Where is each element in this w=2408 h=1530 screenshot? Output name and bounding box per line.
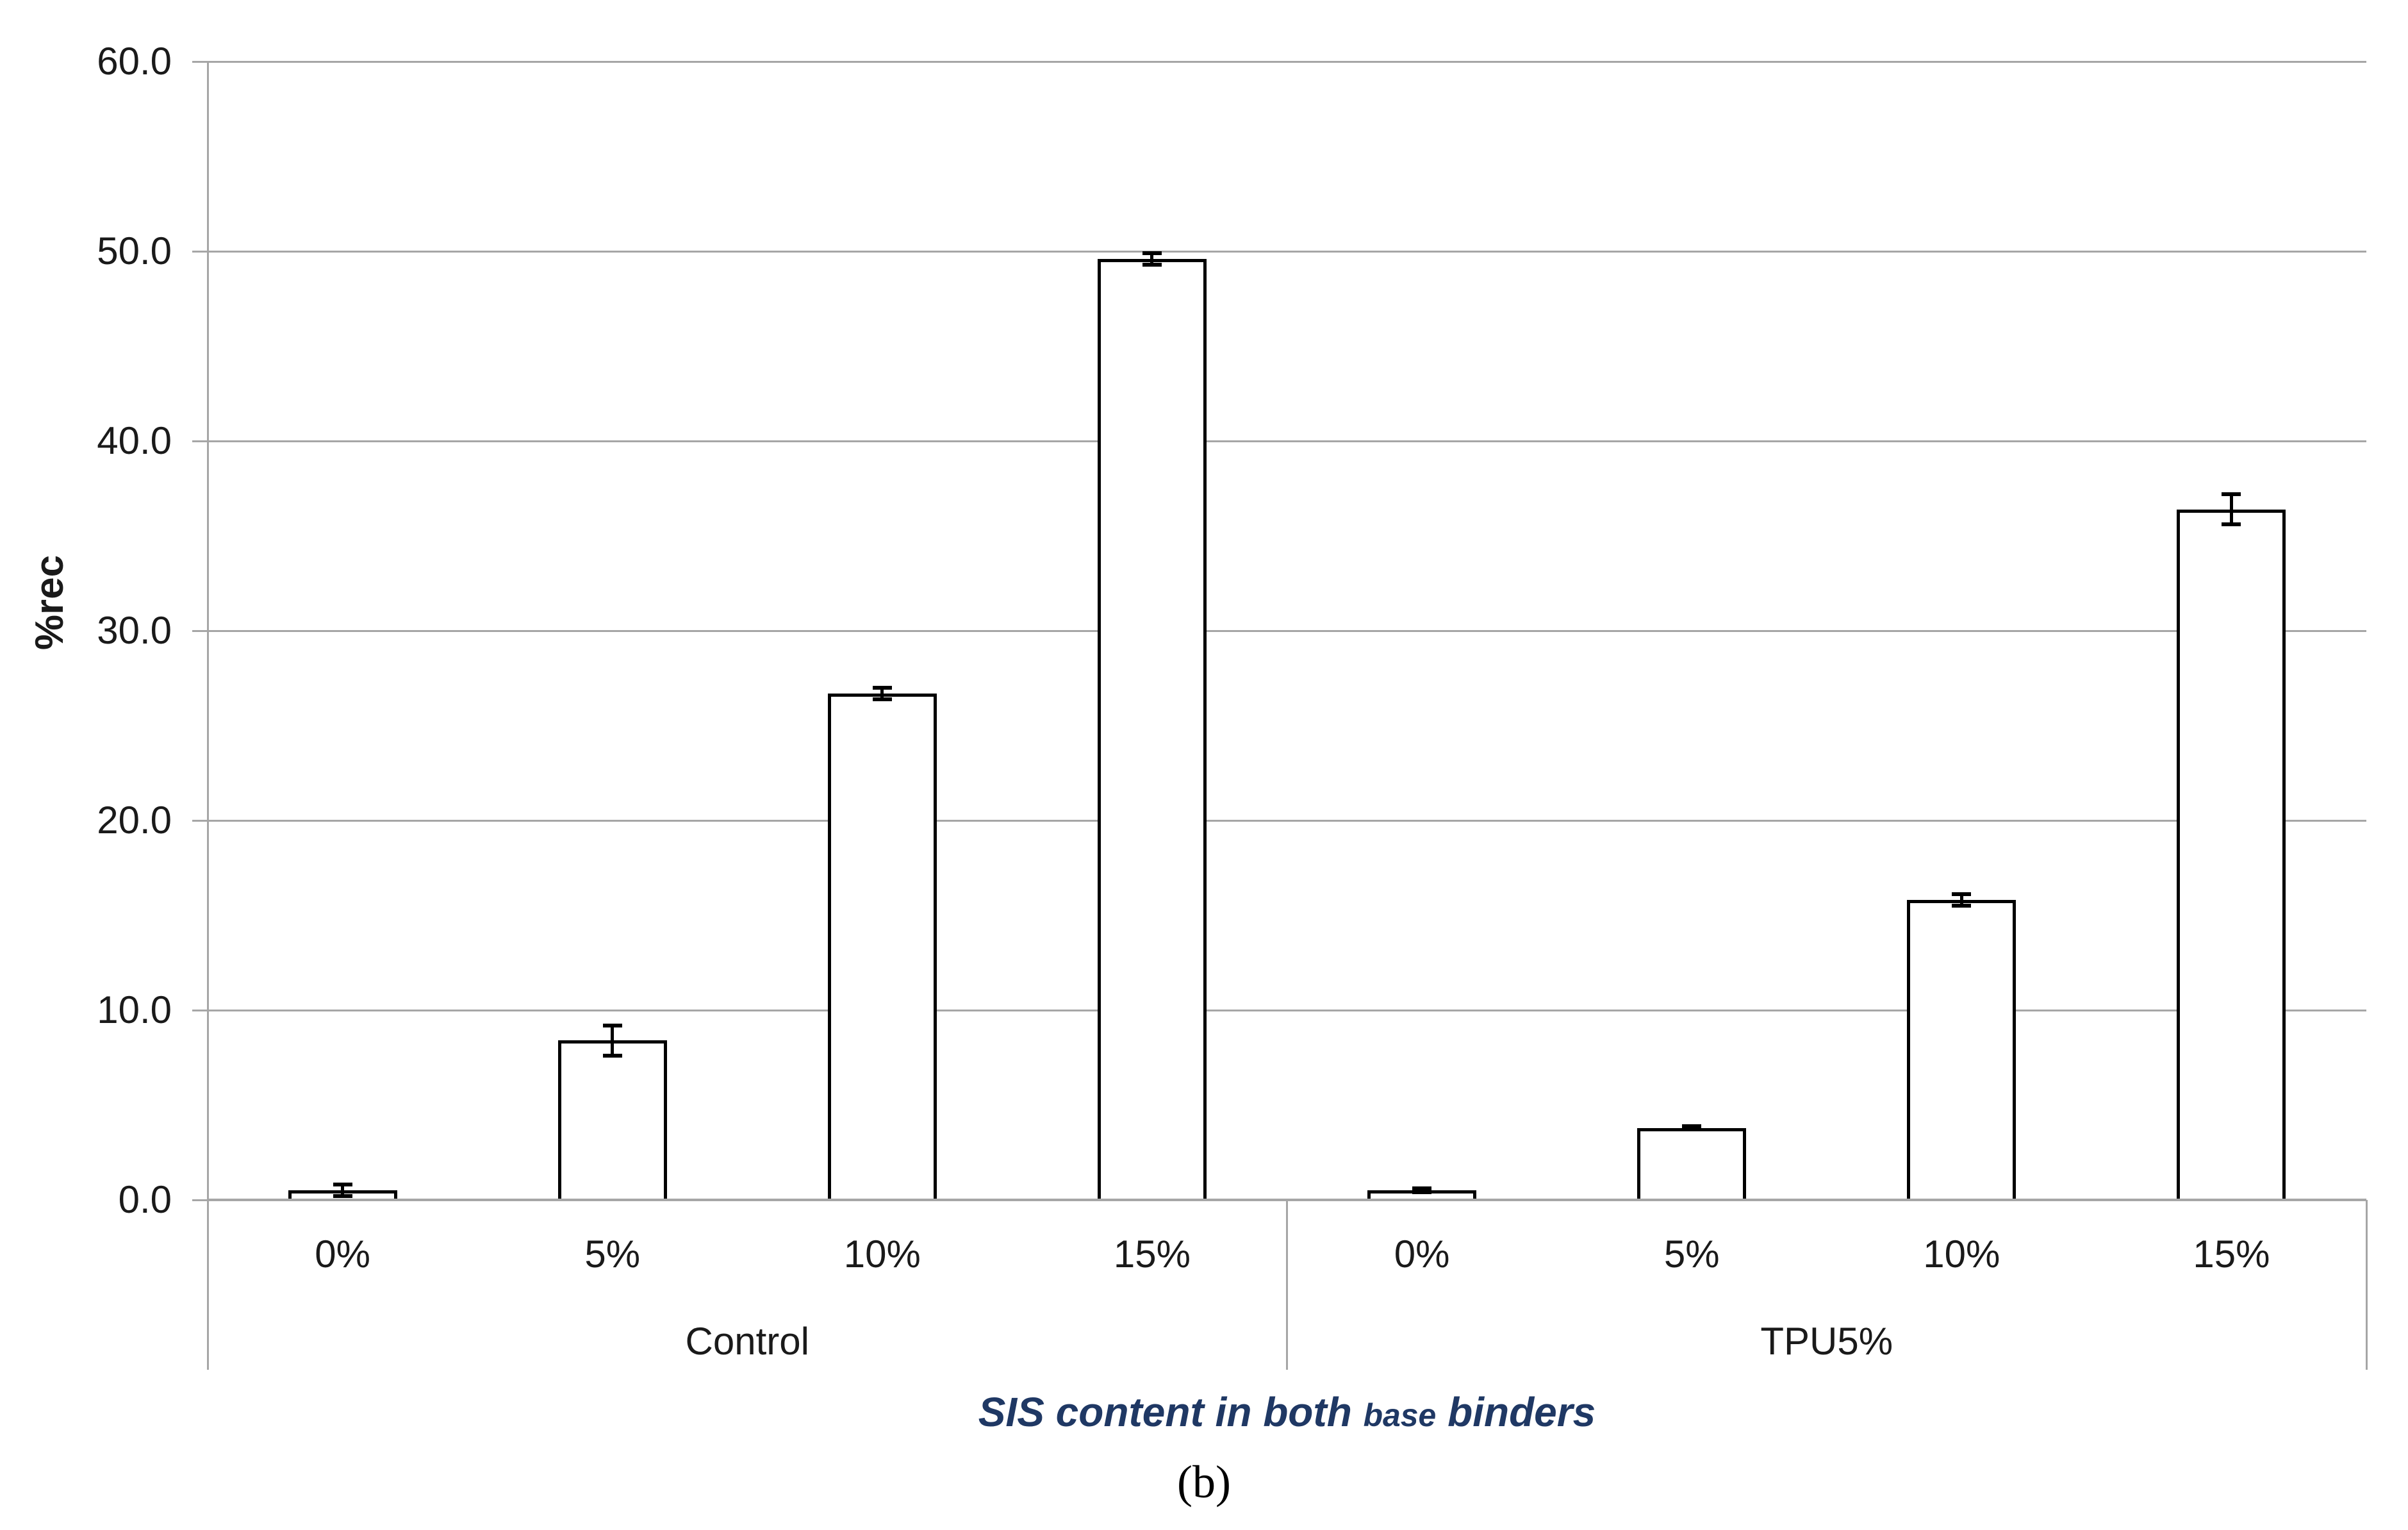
y-axis-tick: [192, 440, 208, 442]
x-axis-title-small-word: base: [1363, 1397, 1437, 1433]
error-bar: [880, 687, 884, 699]
y-axis-tick: [192, 1009, 208, 1011]
y-tick-label: 60.0: [97, 40, 172, 83]
gridline: [208, 1009, 2366, 1011]
gridline: [208, 440, 2366, 442]
error-bar-cap: [1412, 1186, 1432, 1191]
error-bar-cap: [333, 1194, 352, 1199]
category-label: 0%: [315, 1233, 370, 1276]
y-axis-title: %rec: [28, 554, 72, 651]
gridline: [208, 60, 2366, 63]
y-axis-tick: [192, 819, 208, 822]
category-label: 5%: [584, 1233, 641, 1276]
bar: [827, 693, 937, 1200]
error-bar-cap: [872, 697, 892, 701]
category-label: 15%: [2193, 1233, 2270, 1276]
y-tick-label: 50.0: [97, 229, 172, 272]
error-bar-cap: [2222, 522, 2241, 527]
group-label: TPU5%: [1760, 1320, 1893, 1363]
group-separator: [2365, 1200, 2368, 1370]
y-tick-label: 40.0: [97, 419, 172, 462]
category-label: 5%: [1663, 1233, 1720, 1276]
category-label: 10%: [843, 1233, 921, 1276]
group-separator: [1286, 1200, 1288, 1370]
error-bar-cap: [1682, 1124, 1702, 1128]
y-tick-label: 10.0: [97, 988, 172, 1031]
bar: [1097, 258, 1207, 1200]
y-tick-label: 20.0: [97, 799, 172, 842]
figure-caption: (b): [1177, 1456, 1231, 1508]
x-axis-title: SIS content in both base binders: [208, 1386, 2366, 1441]
gridline: [208, 629, 2366, 632]
category-label: 15%: [1113, 1233, 1191, 1276]
error-bar: [1150, 253, 1154, 265]
error-bar-cap: [1682, 1127, 1702, 1132]
y-axis-tick: [192, 629, 208, 632]
category-label: 0%: [1394, 1233, 1450, 1276]
y-axis-tick: [192, 1199, 208, 1201]
error-bar-cap: [2222, 492, 2241, 496]
error-bar-cap: [602, 1023, 622, 1027]
y-tick-label: 30.0: [97, 609, 172, 652]
x-axis-title-text: SIS content in both: [978, 1389, 1364, 1435]
group-label: Control: [685, 1320, 809, 1363]
error-bar: [611, 1025, 614, 1056]
error-bar-cap: [1952, 892, 1972, 897]
error-bar-cap: [1142, 262, 1162, 267]
error-bar-cap: [602, 1054, 622, 1058]
error-bar: [2229, 494, 2233, 525]
error-bar-cap: [1952, 904, 1972, 908]
bar: [2177, 509, 2286, 1200]
y-axis-line: [206, 62, 209, 1370]
gridline: [208, 819, 2366, 822]
error-bar: [1959, 894, 1963, 906]
error-bar-cap: [333, 1183, 352, 1187]
y-axis-tick: [192, 60, 208, 63]
error-bar: [341, 1185, 345, 1197]
bar: [1907, 900, 2016, 1200]
gridline: [208, 250, 2366, 253]
error-bar-cap: [872, 685, 892, 690]
error-bar-cap: [1142, 251, 1162, 255]
x-axis-title-text-end: binders: [1436, 1389, 1596, 1435]
bar: [1637, 1127, 1747, 1200]
category-label: 10%: [1923, 1233, 2000, 1276]
y-axis-tick: [192, 250, 208, 253]
y-tick-label: 0.0: [118, 1178, 172, 1221]
bar: [557, 1040, 667, 1200]
error-bar-cap: [1412, 1190, 1432, 1195]
